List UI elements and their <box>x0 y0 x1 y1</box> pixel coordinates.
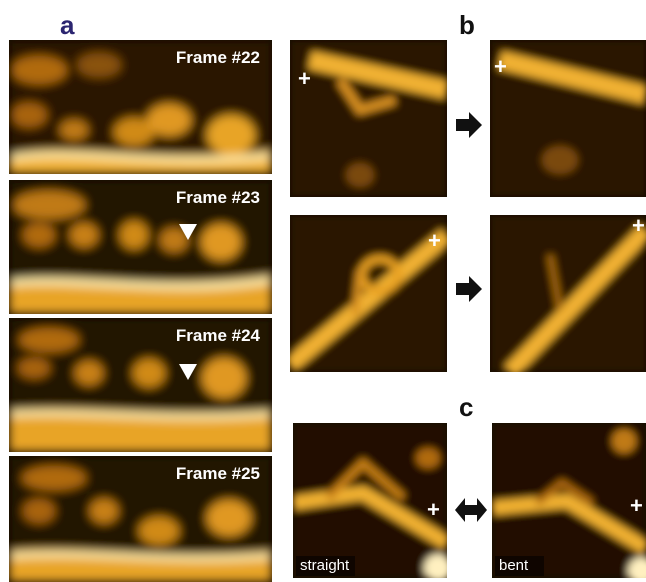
afm-image-c-bent: + bent <box>492 423 646 578</box>
right-arrow-icon <box>456 112 482 138</box>
reference-cross: + <box>427 497 440 522</box>
afm-image-b-bottom-right: + <box>490 215 646 372</box>
reference-cross: + <box>632 215 645 238</box>
reference-cross: + <box>494 54 507 79</box>
double-arrow-icon <box>455 498 487 522</box>
afm-frame-25: Frame #25 <box>9 456 272 582</box>
caption-bent: bent <box>495 556 545 576</box>
right-arrow-icon <box>456 276 482 302</box>
panel-label-c: c <box>459 392 474 422</box>
arrowhead-marker <box>179 224 197 240</box>
afm-image-c-straight: + straight <box>293 423 447 578</box>
afm-frame-24: Frame #24 <box>9 318 272 452</box>
frame-label: Frame #24 <box>175 326 260 345</box>
frame-label: Frame #23 <box>175 188 260 207</box>
panel-label-a: a <box>60 10 75 40</box>
reference-cross: + <box>630 493 643 518</box>
frame-label: Frame #22 <box>175 48 260 67</box>
afm-image-b-top-right: + <box>490 40 646 197</box>
arrowhead-marker <box>179 364 197 380</box>
frame-label: Frame #25 <box>175 464 260 483</box>
afm-image-b-top-left: + <box>290 40 447 197</box>
caption-straight: straight <box>296 556 356 576</box>
afm-frame-23: Frame #23 <box>9 180 272 314</box>
panel-label-b: b <box>459 10 475 40</box>
reference-cross: + <box>298 66 311 91</box>
afm-image-b-bottom-left: + <box>290 215 447 372</box>
reference-cross: + <box>428 228 441 253</box>
afm-frame-22: Frame #22 <box>9 40 272 174</box>
